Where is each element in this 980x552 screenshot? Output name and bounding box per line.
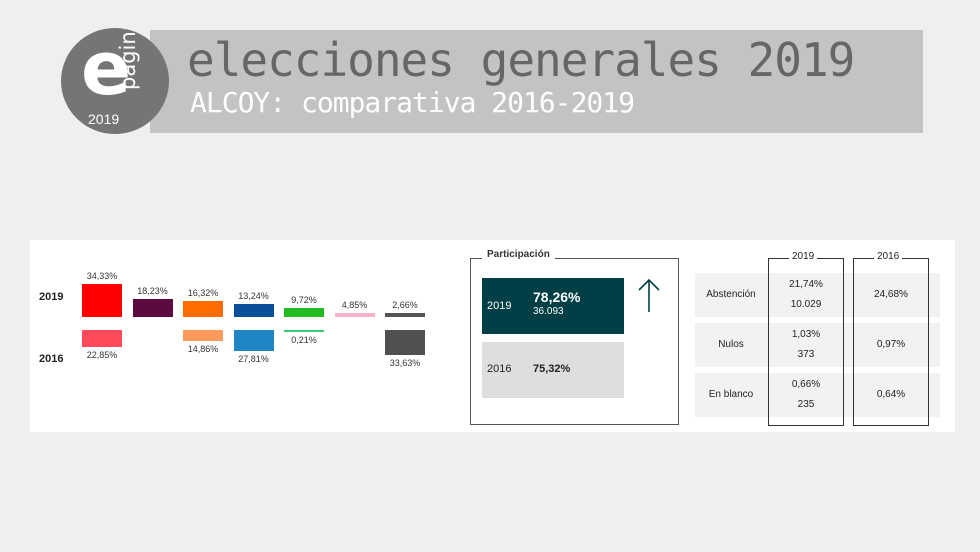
page-title: elecciones generales 2019 <box>187 33 855 87</box>
stats-label-nulos: Nulos <box>718 339 744 350</box>
bar-2019-value-label: 2,66% <box>392 300 418 310</box>
row-label-2016: 2016 <box>39 353 64 365</box>
participacion-2016-year: 2016 <box>487 363 512 375</box>
bar-2016-value-label: 27,81% <box>238 354 269 365</box>
bar-2016 <box>284 330 324 332</box>
bar-2019 <box>132 299 173 317</box>
bar-2019-value-label: 13,24% <box>238 291 269 302</box>
bar-2019 <box>385 313 425 317</box>
bar-2019-value-label: 16,32% <box>187 288 219 299</box>
participacion-2019-year: 2019 <box>487 300 512 312</box>
stats-label-blanco: En blanco <box>708 389 754 400</box>
bar-2019-value-label: 34,33% <box>86 271 118 281</box>
logo-letter: e <box>81 28 132 112</box>
logo-word: página66 <box>116 28 140 90</box>
stats-label-abstencion: Abstención <box>706 289 756 300</box>
column-2019-header: 2019 <box>789 251 818 262</box>
stats-row-abstencion <box>695 273 940 317</box>
bar-2019 <box>233 304 274 317</box>
stats-row-blanco <box>695 373 940 417</box>
bar-2019 <box>82 284 122 317</box>
bar-2019 <box>284 307 324 317</box>
header-band <box>150 30 923 133</box>
nulos-2019-pct: 1,03% <box>791 329 821 340</box>
bar-2019-value-label: 9,72% <box>291 294 317 305</box>
nulos-2019-count: 373 <box>797 349 815 360</box>
column-2016-header: 2016 <box>874 251 903 262</box>
pagina66-logo: e página66 2019 <box>61 28 169 134</box>
bar-2019 <box>183 301 223 317</box>
abstencion-2019-pct: 21,74% <box>789 279 823 290</box>
participacion-2016-card: 2016 75,32% <box>482 342 624 398</box>
blanco-2019-count: 235 <box>797 399 815 410</box>
blanco-2016-pct: 0,64% <box>876 389 906 400</box>
bar-2016 <box>82 330 122 348</box>
bar-2016-value-label: 0,21% <box>291 335 317 345</box>
abstencion-2016-pct: 24,68% <box>874 289 908 300</box>
bar-2016 <box>183 330 223 342</box>
nulos-2016-pct: 0,97% <box>876 339 906 350</box>
participacion-2019-pct: 78,26% <box>533 289 581 305</box>
bar-2019 <box>334 313 375 317</box>
stats-row-nulos <box>695 323 940 367</box>
abstencion-2019-count: 10.029 <box>790 299 822 310</box>
logo-year: 2019 <box>88 111 120 127</box>
row-label-2019: 2019 <box>39 291 64 303</box>
participacion-2019-votes: 36.093 <box>533 306 564 317</box>
bar-2019-value-label: 4,85% <box>341 300 368 310</box>
bar-2016-value-label: 22,85% <box>86 350 118 361</box>
participacion-title: Participación <box>482 249 555 260</box>
arrow-up-icon <box>638 278 660 312</box>
blanco-2019-pct: 0,66% <box>791 379 821 390</box>
bar-2016 <box>385 330 425 356</box>
bar-2016-value-label: 14,86% <box>187 344 219 355</box>
participacion-2016-pct: 75,32% <box>533 363 571 375</box>
page-subtitle: ALCOY: comparativa 2016-2019 <box>190 86 635 119</box>
bar-2019-value-label: 18,23% <box>137 286 168 297</box>
participacion-2019-card: 2019 78,26% 36.093 <box>482 278 624 334</box>
bar-2016-value-label: 33,63% <box>389 358 421 369</box>
bar-2016 <box>233 330 274 352</box>
